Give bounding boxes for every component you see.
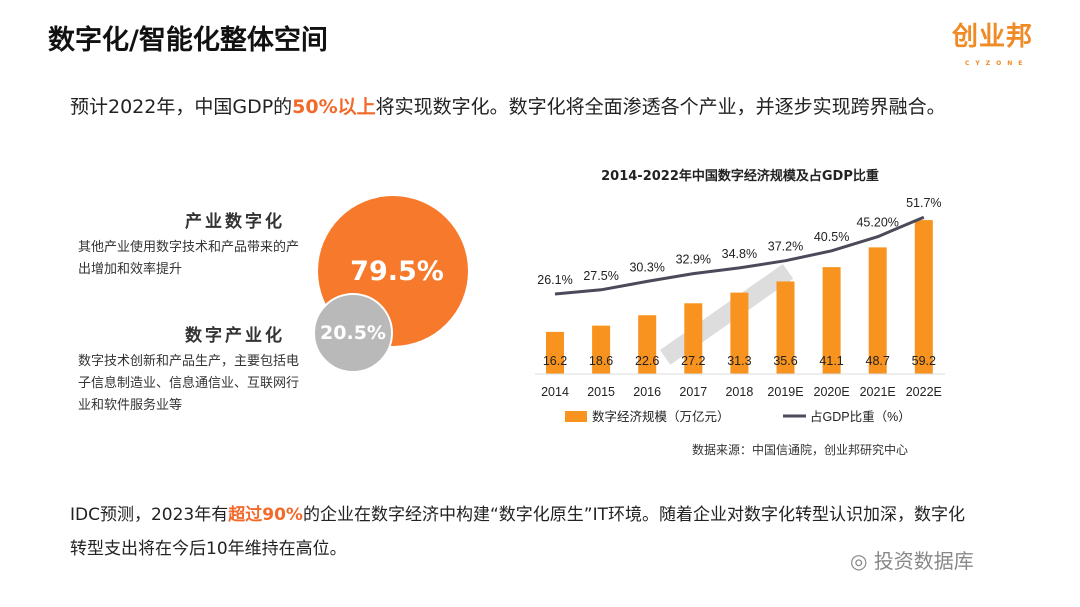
digital-industrialization-desc: 数字技术创新和产品生产，主要包括电子信息制造业、信息通信业、互联网行业和软件服务… — [78, 354, 300, 413]
intro-text: 预计2022年，中国GDP的50%以上将实现数字化。数字化将全面渗透各个产业，并… — [70, 92, 946, 119]
bar-label-2020E: 41.1 — [819, 354, 843, 368]
bottom-text: IDC预测，2023年有超过90%的企业在数字经济中构建“数字化原生”IT环境。… — [70, 498, 970, 566]
bar-2016 — [638, 315, 657, 374]
x-tick-2017: 2017 — [679, 385, 707, 399]
cyzone-logo: 创业邦 — [952, 22, 1034, 52]
chart-title: 2014-2022年中国数字经济规模及占GDP比重 — [601, 169, 879, 184]
bar-label-2022E: 59.2 — [912, 354, 936, 368]
bar-label-2014: 16.2 — [543, 354, 567, 368]
digital-industrialization-title: 数字产业化 — [185, 326, 285, 346]
bar-label-2017: 27.2 — [681, 354, 705, 368]
line-label-2022E: 51.7% — [906, 196, 941, 210]
wechat-watermark: ◎ 投资数据库 — [850, 545, 974, 574]
intro-post: 将实现数字化。数字化将全面渗透各个产业，并逐步实现跨界融合。 — [375, 96, 946, 118]
x-tick-2016: 2016 — [633, 385, 661, 399]
line-label-2019E: 37.2% — [768, 240, 803, 254]
line-label-2016: 30.3% — [629, 260, 664, 274]
industry-digitization-circle: 79.5% — [318, 196, 468, 346]
wechat-watermark-text: 投资数据库 — [873, 549, 974, 573]
page-title: 数字化/智能化整体空间 — [48, 25, 328, 56]
intro-highlight: 50%以上 — [292, 96, 376, 118]
bar-label-2018: 31.3 — [727, 354, 751, 368]
industry-digitization-title: 产业数字化 — [185, 212, 285, 232]
bar-2022E — [914, 220, 933, 374]
x-tick-2019E: 2019E — [767, 385, 803, 399]
x-tick-2015: 2015 — [587, 385, 615, 399]
x-tick-2018: 2018 — [725, 385, 753, 399]
line-label-2018: 34.8% — [722, 247, 757, 261]
intro-pre: 预计2022年，中国GDP的 — [70, 96, 293, 118]
x-tick-2022E: 2022E — [906, 385, 942, 399]
x-tick-2014: 2014 — [541, 385, 569, 399]
gdp-share-line — [554, 215, 925, 296]
line-label-2015: 27.5% — [583, 269, 618, 283]
bar-label-2016: 22.6 — [635, 354, 659, 368]
line-label-2020E: 40.5% — [814, 230, 849, 244]
legend-bar-swatch — [565, 411, 587, 422]
wechat-icon: ◎ — [850, 549, 874, 573]
bar-2015 — [592, 325, 611, 374]
digital-industrialization-circle: 20.5% — [313, 293, 393, 373]
line-label-2021E: 45.20% — [856, 216, 898, 230]
bar-2017 — [684, 303, 703, 374]
bar-2019E — [776, 281, 795, 374]
x-tick-2021E: 2021E — [860, 385, 896, 399]
bottom-pre: IDC预测，2023年有 — [70, 505, 229, 525]
chart-watermark — [660, 263, 794, 365]
bar-2018 — [730, 292, 749, 374]
bar-2021E — [868, 247, 887, 374]
bar-label-2019E: 35.6 — [773, 354, 797, 368]
bar-label-2015: 18.6 — [589, 354, 613, 368]
cyzone-logo-sub: CYZONE — [965, 60, 1029, 67]
bottom-highlight: 超过90% — [228, 505, 303, 525]
line-label-2017: 32.9% — [676, 253, 711, 267]
legend-bar-label: 数字经济规模（万亿元） — [592, 409, 730, 424]
bar-2014 — [546, 331, 564, 374]
line-label-2014: 26.1% — [537, 273, 572, 287]
chart-source: 数据来源：中国信通院，创业邦研究中心 — [692, 443, 909, 457]
legend-line-label: 占GDP比重（%） — [810, 409, 911, 424]
bar-label-2021E: 48.7 — [866, 354, 890, 368]
x-tick-2020E: 2020E — [814, 385, 850, 399]
bar-2020E — [822, 267, 841, 374]
bottom-post: 的企业在数字经济中构建“数字化原生”IT环境。随着企业对数字化转型认识加深，数字… — [70, 505, 965, 559]
industry-digitization-desc: 其他产业使用数字技术和产品带来的产出增加和效率提升 — [78, 240, 300, 277]
